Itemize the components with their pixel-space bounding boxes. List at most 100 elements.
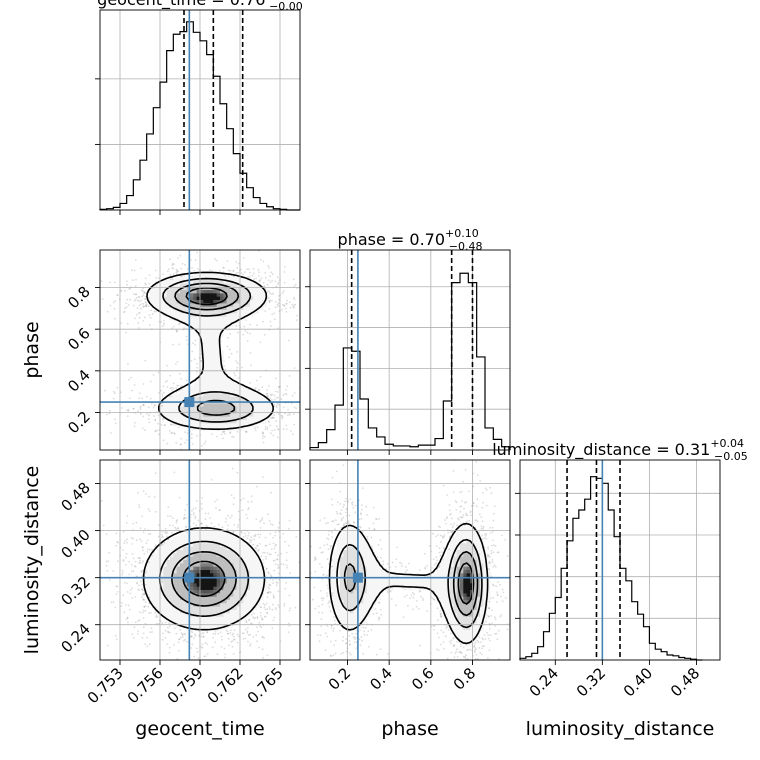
density-cell	[196, 410, 201, 414]
density-cell	[246, 310, 251, 314]
density-cell	[260, 306, 264, 311]
panel-frame	[519, 459, 721, 661]
scatter-point	[286, 385, 288, 388]
scatter-point	[181, 634, 184, 636]
scatter-point	[260, 277, 263, 279]
density-cell	[166, 306, 171, 311]
density-cell	[203, 296, 208, 301]
scatter-point	[274, 551, 277, 554]
density-cell	[223, 423, 228, 428]
scatter-point	[195, 435, 198, 437]
density-cell	[203, 396, 208, 401]
density-cell	[216, 273, 221, 278]
density-cell	[220, 276, 224, 281]
density-cell	[213, 323, 218, 328]
density-cell	[220, 410, 224, 414]
density-cell	[203, 413, 208, 418]
scatter-point	[149, 324, 151, 327]
scatter-point	[142, 306, 145, 308]
scatter-point	[152, 374, 155, 376]
density-cell	[240, 426, 244, 431]
scatter-point	[193, 269, 196, 272]
density-cell	[200, 296, 204, 301]
scatter-point	[260, 555, 263, 558]
scatter-point	[235, 272, 238, 274]
scatter-point	[255, 634, 258, 636]
scatter-point	[126, 322, 129, 325]
density-cell	[260, 286, 264, 291]
scatter-point	[173, 325, 176, 328]
hist-bin	[147, 134, 154, 210]
density-cell	[196, 283, 201, 288]
scatter-point	[219, 631, 222, 634]
density-cell	[240, 290, 244, 294]
density-cell	[190, 313, 194, 318]
scatter-point	[116, 591, 119, 593]
scatter-point	[277, 554, 279, 557]
scatter-point	[282, 406, 285, 409]
scatter-point	[169, 258, 171, 261]
scatter-point	[264, 272, 266, 274]
density-cell	[170, 293, 174, 298]
scatter-point	[248, 618, 251, 621]
scatter-point	[276, 558, 279, 561]
density-cell	[256, 416, 261, 421]
density-cell	[243, 420, 248, 424]
scatter-point	[265, 567, 268, 570]
scatter-point	[176, 519, 179, 521]
density-cell	[243, 393, 248, 398]
scatter-point	[127, 409, 130, 412]
scatter-point	[167, 270, 169, 273]
density-cell	[223, 410, 228, 414]
density-cell	[173, 420, 178, 424]
scatter-point	[178, 372, 181, 375]
scatter-point	[268, 583, 271, 586]
scatter-point	[144, 282, 147, 285]
density-cell	[196, 416, 201, 421]
scatter-point	[258, 280, 260, 282]
scatter-point	[137, 620, 140, 622]
density-cell	[193, 293, 198, 298]
scatter-point	[164, 621, 167, 624]
scatter-point	[288, 527, 290, 530]
scatter-point	[130, 536, 133, 539]
scatter-point	[158, 277, 160, 279]
density-cell	[220, 323, 224, 328]
hist-bin	[385, 444, 393, 450]
density-cell	[253, 413, 258, 418]
scatter-point	[276, 404, 278, 407]
scatter-point	[194, 633, 196, 636]
density-cell	[203, 376, 208, 381]
scatter-point	[124, 564, 127, 566]
scatter-point	[272, 434, 275, 437]
scatter-point	[261, 648, 264, 651]
density-cell	[183, 293, 188, 298]
density-cell	[173, 280, 178, 284]
scatter-point	[105, 564, 108, 567]
density-cell	[226, 410, 231, 414]
hist-bin	[667, 655, 673, 660]
scatter-point	[141, 636, 144, 639]
density-cell	[213, 333, 218, 338]
density-cell	[240, 303, 244, 308]
scatter-point	[228, 275, 230, 277]
density-cell	[193, 283, 198, 288]
density-cell	[220, 326, 224, 331]
density-cell	[190, 413, 194, 418]
scatter-point	[126, 409, 128, 412]
scatter-point	[178, 638, 180, 641]
scatter-point	[229, 629, 232, 632]
density-cell	[180, 416, 184, 421]
scatter-point	[106, 413, 108, 416]
scatter-point	[305, 329, 307, 331]
scatter-point	[288, 519, 291, 522]
scatter-point	[150, 309, 153, 312]
scatter-point	[172, 267, 175, 270]
density-cell	[246, 403, 251, 408]
density-cell	[246, 283, 251, 288]
scatter-point	[140, 299, 143, 302]
scatter-point	[285, 302, 288, 305]
density-cell	[216, 310, 221, 314]
density-cell	[260, 300, 264, 304]
scatter-point	[201, 646, 204, 649]
